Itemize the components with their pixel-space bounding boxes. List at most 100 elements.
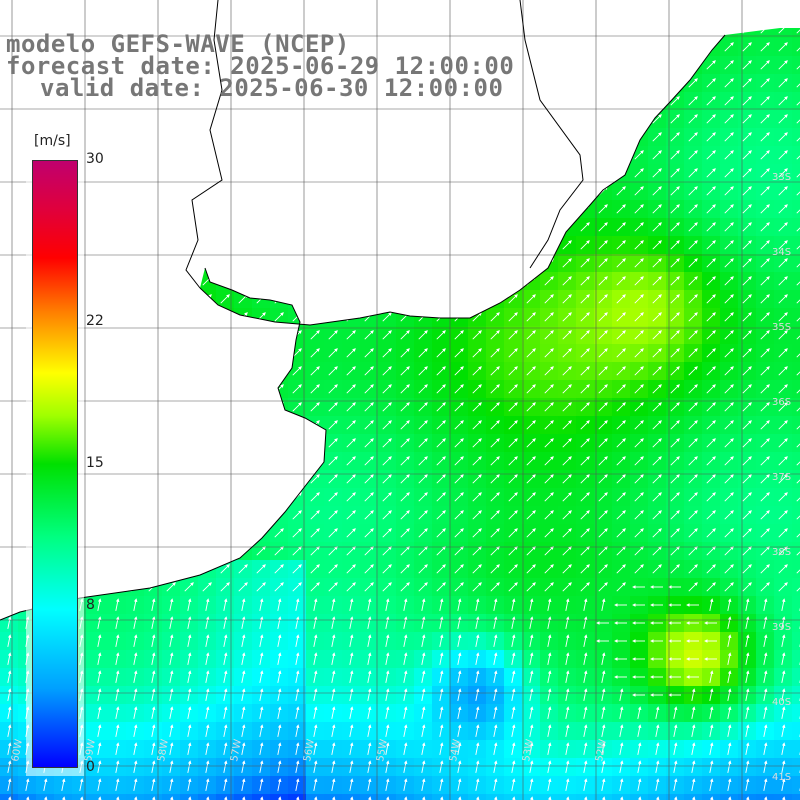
wind-arrow	[688, 78, 698, 88]
wind-arrow	[688, 330, 698, 340]
wind-arrow	[742, 60, 752, 70]
wind-arrow	[616, 402, 626, 412]
wind-arrow	[382, 366, 392, 376]
wind-arrow	[670, 222, 680, 232]
wind-arrow	[796, 312, 800, 322]
wind-speed-cell	[792, 524, 800, 542]
wind-arrow	[652, 150, 662, 160]
wind-arrow	[598, 366, 608, 376]
wind-arrow	[328, 330, 338, 340]
wind-arrow	[490, 402, 500, 412]
wind-arrow	[436, 384, 446, 394]
wind-arrow	[508, 312, 518, 322]
wind-arrow	[634, 186, 644, 196]
wind-speed-cell	[792, 632, 800, 650]
wind-arrow	[454, 366, 464, 376]
wind-arrow	[616, 312, 626, 322]
wind-speed-cell	[540, 794, 558, 800]
wind-arrow	[670, 114, 680, 124]
wind-arrow	[616, 240, 626, 250]
wind-arrow	[778, 60, 788, 70]
wind-arrow	[634, 312, 644, 322]
wind-arrow	[328, 384, 338, 394]
wind-arrow	[364, 366, 374, 376]
wind-arrow	[760, 276, 770, 286]
wind-arrow	[760, 150, 770, 160]
wind-speed-cell	[504, 794, 522, 800]
wind-arrow	[742, 366, 752, 376]
wind-arrow	[598, 330, 608, 340]
wind-arrow	[724, 204, 734, 214]
wind-arrow	[670, 204, 680, 214]
wind-arrow	[382, 402, 392, 412]
wind-arrow	[670, 330, 680, 340]
wind-arrow	[472, 330, 482, 340]
wind-arrow	[760, 330, 770, 340]
wind-arrow	[760, 294, 770, 304]
wind-arrow	[562, 330, 572, 340]
wind-arrow	[670, 96, 680, 106]
wind-arrow	[724, 330, 734, 340]
wind-arrow	[310, 366, 320, 376]
wind-arrow	[706, 402, 716, 412]
wind-speed-cell	[792, 308, 800, 326]
wind-arrow	[724, 132, 734, 142]
legend-tick-label: 8	[86, 596, 95, 613]
wind-arrow	[760, 402, 770, 412]
wind-arrow	[742, 402, 752, 412]
latitude-label: 39S	[772, 622, 791, 633]
wind-arrow	[688, 348, 698, 358]
wind-arrow	[670, 186, 680, 196]
wind-arrow	[508, 420, 518, 430]
wind-arrow	[652, 114, 662, 124]
wind-speed-cell	[792, 614, 800, 632]
wind-arrow	[490, 420, 500, 430]
wind-arrow	[616, 258, 626, 268]
wind-arrow	[310, 384, 320, 394]
wind-speed-cell	[612, 794, 630, 800]
color-scale-bar	[32, 160, 78, 768]
wind-arrow	[706, 294, 716, 304]
wind-speed-cell	[792, 56, 800, 74]
wind-arrow	[634, 222, 644, 232]
wind-arrow	[724, 402, 734, 412]
wind-arrow	[598, 294, 608, 304]
wind-arrow	[796, 204, 800, 214]
wind-arrow	[670, 294, 680, 304]
wind-arrow	[742, 96, 752, 106]
wind-arrow	[580, 276, 590, 286]
wind-speed-cell	[792, 506, 800, 524]
wind-arrow	[364, 384, 374, 394]
wind-arrow	[796, 168, 800, 178]
wind-arrow	[778, 330, 788, 340]
wind-speed-cell	[162, 794, 180, 800]
wind-arrow	[634, 402, 644, 412]
wind-arrow	[796, 28, 800, 34]
wind-arrow	[706, 96, 716, 106]
wind-arrow	[382, 384, 392, 394]
wind-arrow	[598, 204, 608, 214]
wind-speed-cell	[36, 794, 54, 800]
latitude-label: 35S	[772, 322, 791, 333]
wind-speed-cell	[342, 794, 360, 800]
wind-arrow	[634, 168, 644, 178]
wind-arrow	[652, 348, 662, 358]
wind-arrow	[760, 186, 770, 196]
wind-arrow	[778, 348, 788, 358]
wind-arrow	[724, 384, 734, 394]
wind-speed-cell	[396, 794, 414, 800]
wind-arrow	[796, 240, 800, 250]
wind-arrow	[382, 330, 392, 340]
wind-speed-cell	[792, 722, 800, 740]
latitude-label: 38S	[772, 547, 791, 558]
wind-speed-cell	[630, 794, 648, 800]
wind-speed-cell	[792, 452, 800, 470]
wind-arrow	[418, 402, 428, 412]
wind-speed-cell	[180, 794, 198, 800]
wind-arrow	[688, 312, 698, 322]
wind-speed-cell	[306, 794, 324, 800]
wind-arrow	[634, 240, 644, 250]
wind-arrow	[580, 312, 590, 322]
wind-arrow	[724, 258, 734, 268]
wind-arrow	[706, 240, 716, 250]
